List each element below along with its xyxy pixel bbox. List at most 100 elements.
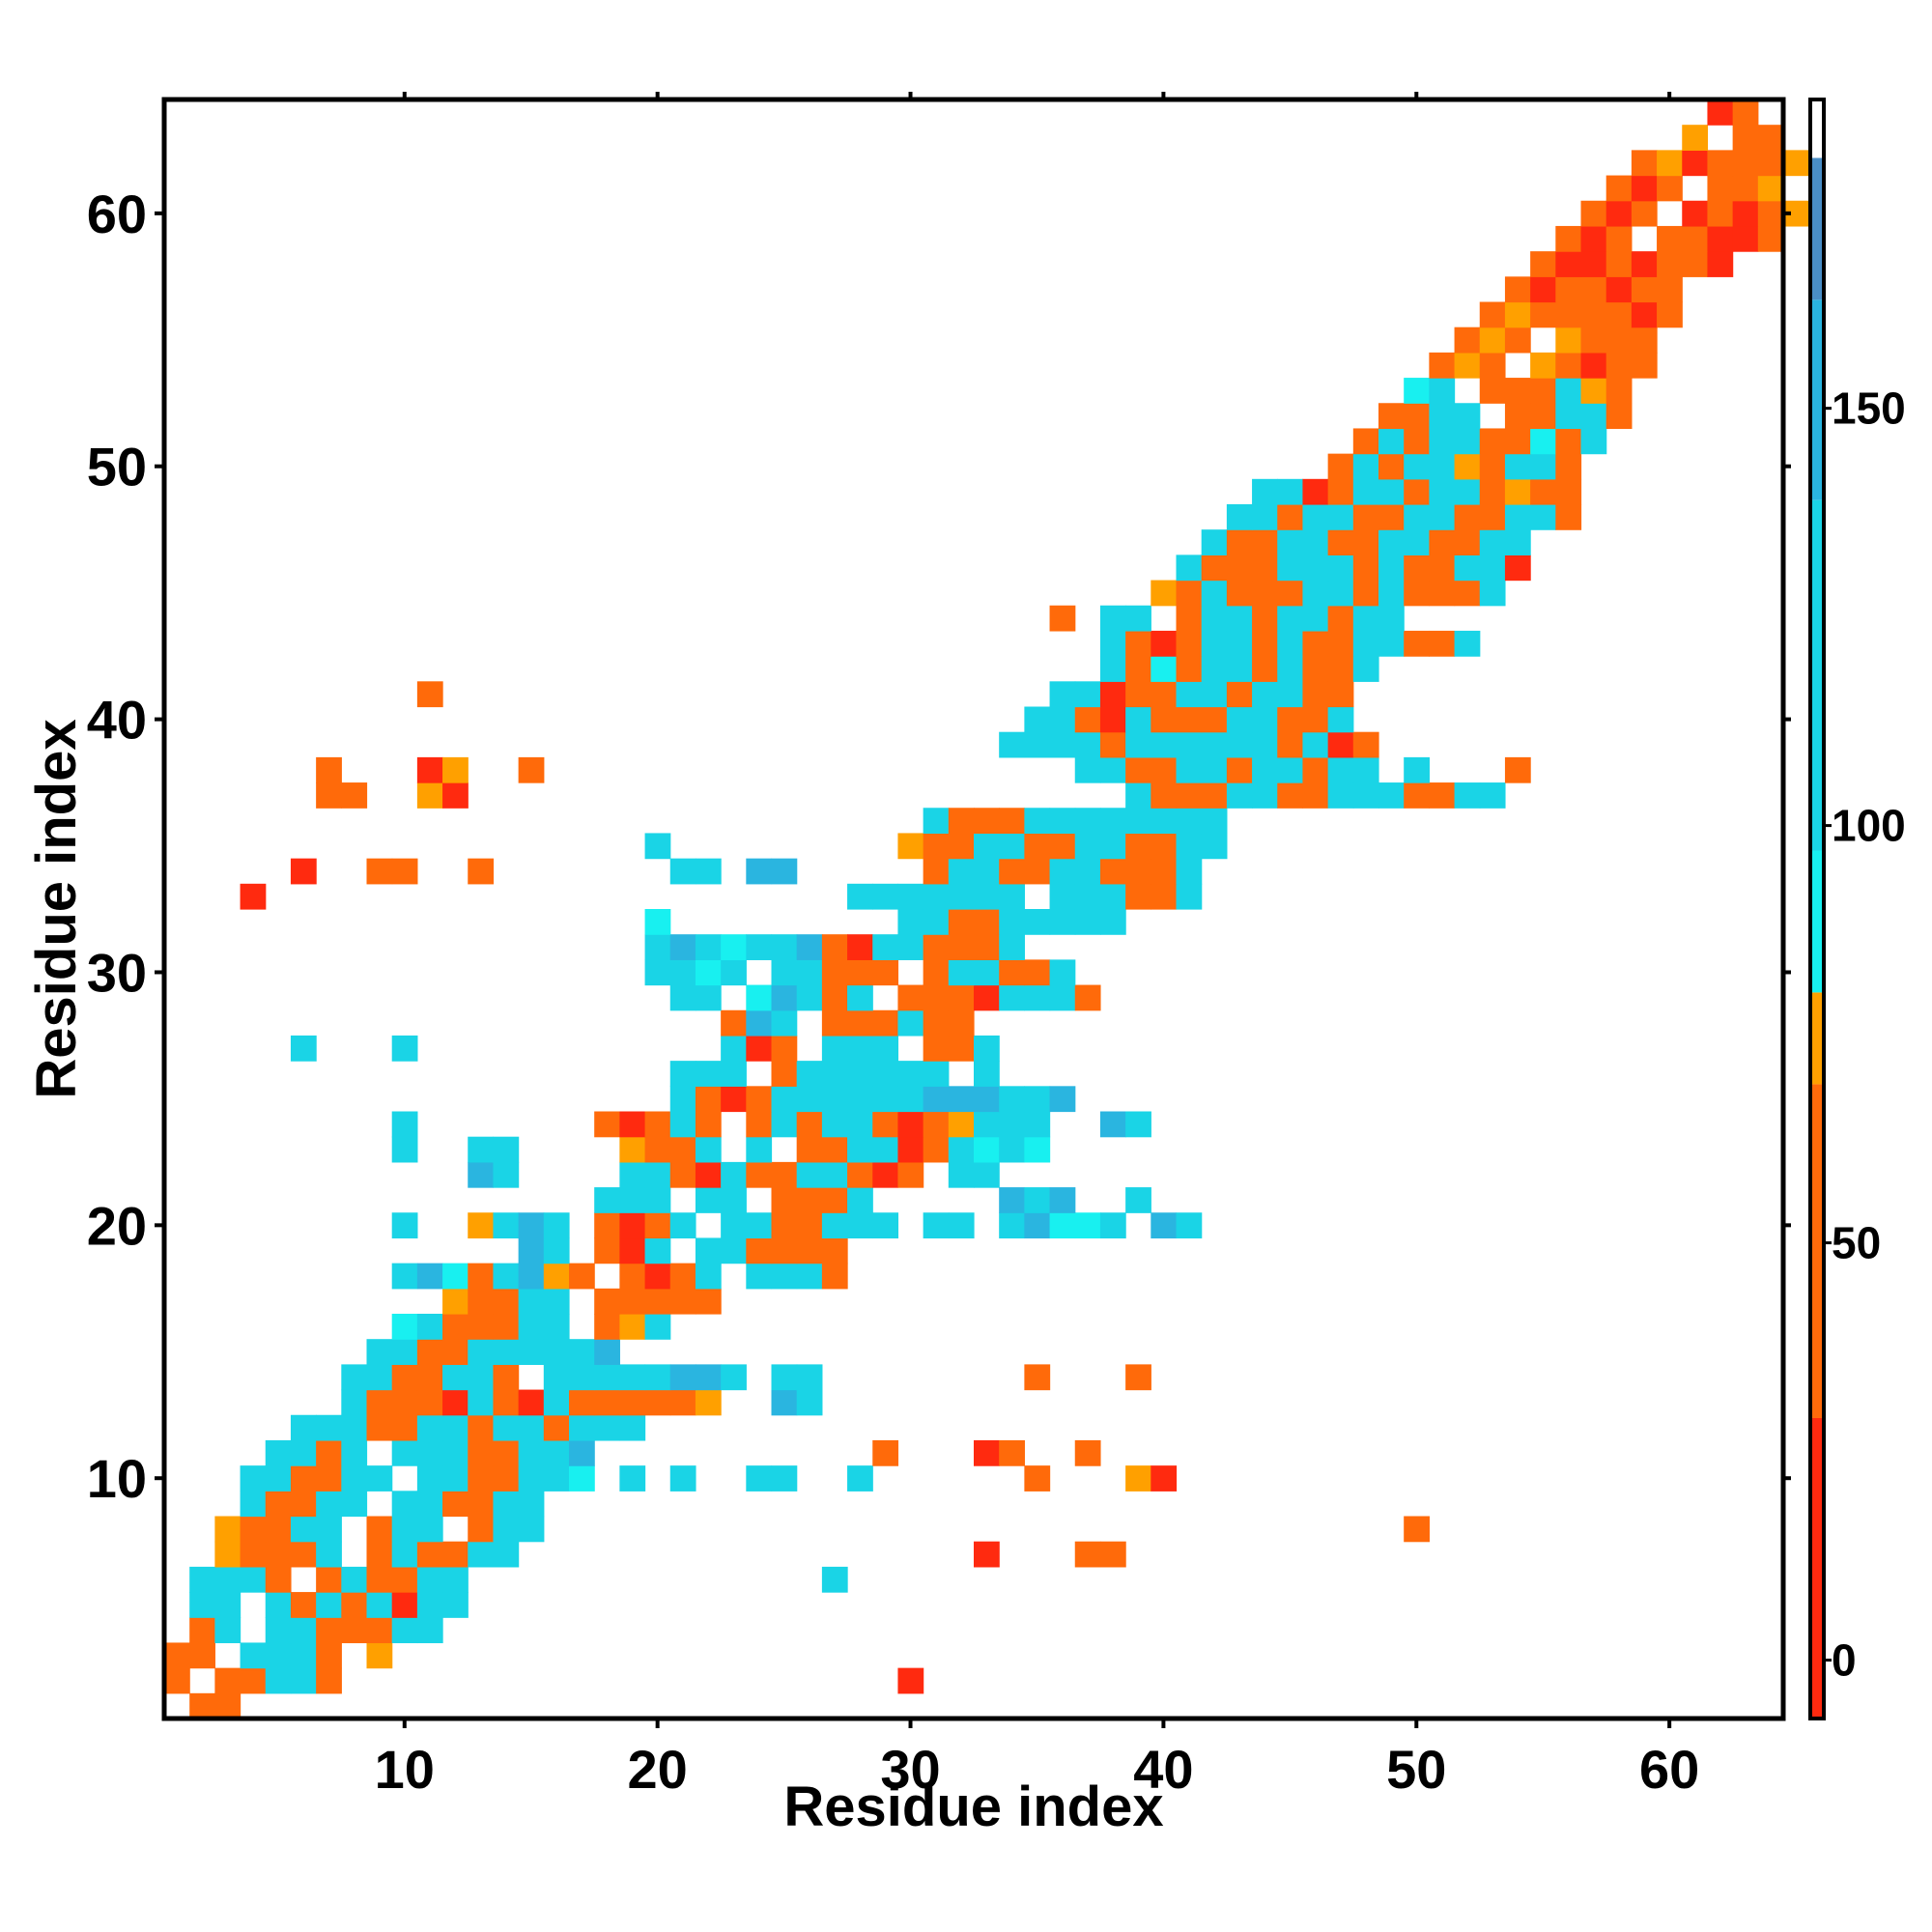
heatmap-cell [644,1237,671,1264]
heatmap-cell [1555,225,1582,252]
heatmap-cell [1327,580,1354,607]
heatmap-cell [1099,656,1126,682]
heatmap-cell [695,858,722,885]
heatmap-cell [847,883,873,910]
y-tick-label: 60 [87,184,147,244]
heatmap-cell [391,1439,418,1466]
heatmap-cell [1404,529,1430,555]
heatmap-cell [1429,580,1456,607]
heatmap-cell [1378,529,1405,555]
heatmap-cell [468,1516,495,1543]
heatmap-cell [999,858,1025,885]
heatmap-cell [1454,504,1481,530]
heatmap-cell [391,1541,418,1568]
heatmap-cell [543,1314,570,1340]
heatmap-cell [721,1187,747,1213]
heatmap-cell [847,1061,873,1087]
heatmap-cell [468,1339,495,1365]
heatmap-cell [1580,428,1607,455]
heatmap-cell [543,1465,570,1492]
heatmap-cell [416,1364,443,1391]
heatmap-cell [847,934,873,960]
heatmap-cell [493,1541,520,1568]
heatmap-cell [872,1061,899,1087]
heatmap-cell [821,1035,848,1062]
colorbar-tick-label: 50 [1832,1218,1881,1268]
heatmap-cell [290,1516,317,1543]
heatmap-cell [594,1364,620,1391]
heatmap-cell [416,1414,443,1441]
heatmap-cell [594,1389,620,1416]
heatmap-cell [771,1237,798,1264]
heatmap-cell [897,1161,924,1188]
heatmap-cell [644,833,671,860]
heatmap-cell [1580,403,1607,430]
heatmap-cell [1099,706,1126,733]
heatmap-cell [1302,656,1329,682]
heatmap-cell [1125,706,1151,733]
heatmap-cell [999,1212,1025,1239]
heatmap-cell [1404,554,1430,582]
heatmap-cell [1555,403,1582,430]
heatmap-cell [1024,1187,1051,1213]
heatmap-cell [948,984,975,1011]
heatmap-cell [923,984,950,1011]
heatmap-cell [1631,200,1658,227]
heatmap-cell [644,1136,671,1163]
heatmap-cell [416,681,443,708]
heatmap-cell [366,1566,393,1593]
heatmap-cell [1504,276,1531,303]
heatmap-cell [1404,453,1430,480]
heatmap-cell [290,1541,317,1568]
heatmap-cell [923,858,950,885]
heatmap-cell [468,1439,495,1466]
heatmap-cell [1099,1212,1126,1239]
heatmap-cell [493,1414,520,1441]
heatmap-cell [416,1465,443,1492]
heatmap-cell [1226,630,1253,657]
heatmap-cell [543,1389,570,1416]
heatmap-cell [1099,681,1126,708]
heatmap-cell [1479,504,1506,530]
heatmap-cell [974,1136,1000,1163]
heatmap-cell [771,1465,798,1492]
heatmap-cell [771,1187,798,1213]
heatmap-cell [897,1136,924,1163]
heatmap-cell [948,808,975,835]
heatmap-cell [316,1642,342,1669]
heatmap-cell [189,1592,215,1618]
heatmap-cell [1580,378,1607,404]
heatmap-cell [240,1491,267,1518]
heatmap-cell [1555,276,1582,303]
heatmap-cell [1302,529,1329,555]
heatmap-cell [1151,858,1178,885]
heatmap-cell [669,1136,696,1163]
heatmap-cell [569,1465,595,1492]
heatmap-cell [721,1061,747,1087]
heatmap-cell [1049,1212,1076,1239]
x-tick-label: 20 [628,1739,688,1800]
heatmap-cell [290,1439,317,1466]
heatmap-cell [695,1364,722,1391]
heatmap-cell [974,959,1000,986]
heatmap-cell [1555,478,1582,505]
heatmap-cell [821,959,848,986]
heatmap-cell [821,934,848,960]
heatmap-cell [1757,150,1784,177]
heatmap-cell [290,1592,317,1618]
heatmap-cell [1049,984,1076,1011]
heatmap-cell [1176,605,1203,632]
heatmap-cell [518,1314,545,1340]
heatmap-cell [1302,605,1329,632]
heatmap-cell [1605,175,1633,202]
heatmap-cell [442,782,469,809]
heatmap-cell [1151,833,1178,860]
heatmap-cell [1125,883,1151,910]
heatmap-cell [416,1389,443,1416]
heatmap-cell [416,1541,443,1568]
heatmap-cell [721,1364,747,1391]
heatmap-cell [948,1136,975,1163]
heatmap-cell [1049,681,1076,708]
heatmap-cell [669,1288,696,1315]
heatmap-cell [1631,251,1658,277]
